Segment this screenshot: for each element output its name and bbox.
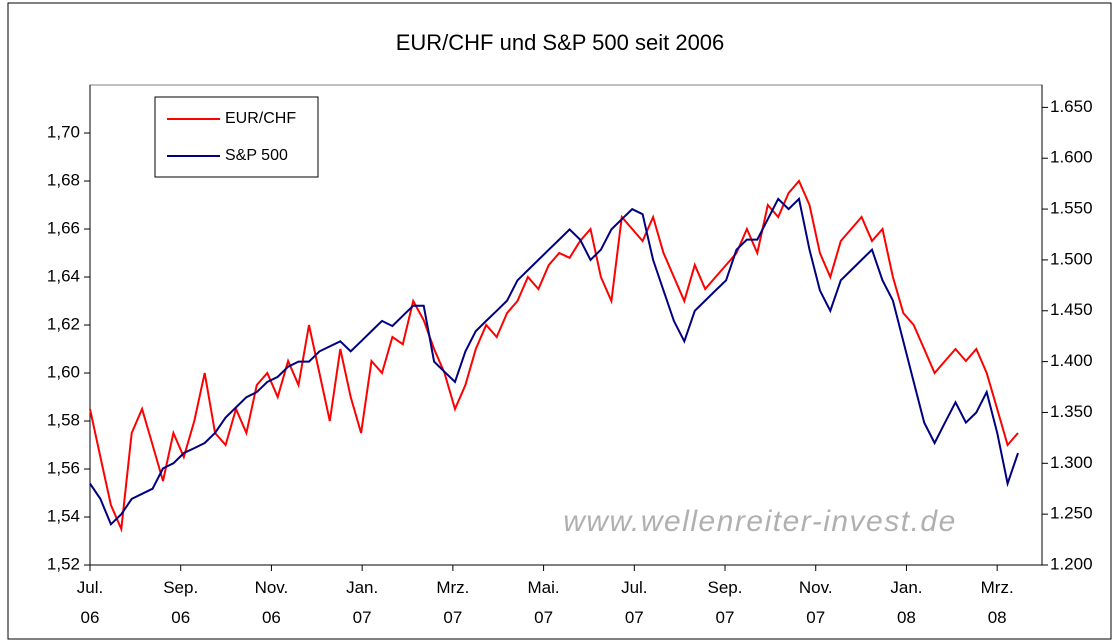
legend-box	[154, 96, 319, 178]
y2-tick-label: 1.550	[1050, 199, 1093, 218]
y-tick-label: 1,62	[47, 314, 80, 333]
legend-label: EUR/CHF	[225, 110, 296, 127]
y2-tick-label: 1.500	[1050, 249, 1093, 268]
y-tick-label: 1,68	[47, 170, 80, 189]
y-tick-label: 1,70	[47, 122, 80, 141]
x-tick-label: Mrz. 08	[980, 578, 1014, 627]
y-tick-label: 1,56	[47, 458, 80, 477]
y2-tick-label: 1.400	[1050, 351, 1093, 370]
series-line	[89, 179, 1019, 533]
x-tick-label: Nov. 06	[254, 578, 289, 627]
legend-label: S&P 500	[225, 147, 288, 164]
y2-tick-label: 1.600	[1050, 148, 1093, 167]
y2-tick-label: 1.200	[1050, 554, 1093, 573]
x-tick-label: Jan. 07	[346, 578, 379, 627]
watermark: www.wellenreiter-invest.de	[563, 505, 957, 538]
y2-tick-label: 1.350	[1050, 402, 1093, 421]
y-tick-label: 1,64	[47, 266, 80, 285]
chart-title: EUR/CHF und S&P 500 seit 2006	[396, 30, 725, 55]
x-tick-label: Nov. 07	[798, 578, 833, 627]
y-tick-label: 1,60	[47, 362, 80, 381]
series-line	[89, 196, 1019, 527]
x-tick-label: Jan. 08	[890, 578, 923, 627]
y2-tick-label: 1.300	[1050, 453, 1093, 472]
x-tick-label: Jul. 07	[621, 578, 648, 627]
x-tick-label: Mrz. 07	[436, 578, 470, 627]
y2-tick-label: 1.450	[1050, 300, 1093, 319]
y-tick-label: 1,54	[47, 506, 80, 525]
x-tick-label: Mai. 07	[527, 578, 560, 627]
x-tick-label: Jul. 06	[76, 578, 104, 627]
y2-tick-label: 1.250	[1050, 504, 1093, 523]
x-tick-label: Sep. 06	[163, 578, 199, 627]
x-tick-label: Sep. 07	[707, 578, 743, 627]
y-tick-label: 1,52	[47, 554, 80, 573]
y2-tick-label: 1.650	[1050, 97, 1093, 116]
y-tick-label: 1,58	[47, 410, 80, 429]
y-tick-label: 1,66	[47, 218, 80, 237]
